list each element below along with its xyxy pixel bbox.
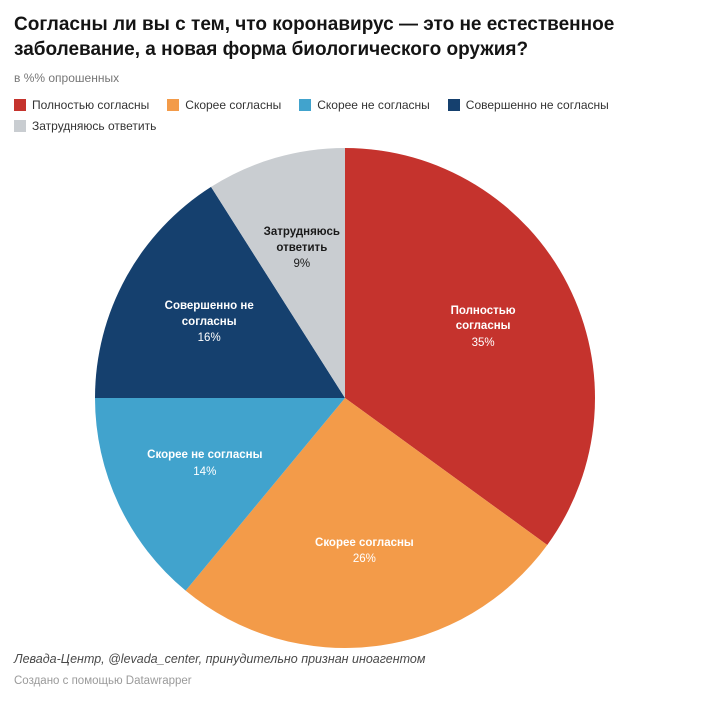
legend-label: Скорее согласны: [185, 98, 282, 113]
pie-slice-3[interactable]: [95, 398, 345, 591]
chart-legend: Полностью согласны Скорее согласны Скорее …: [14, 98, 704, 133]
legend-label: Скорее не согласны: [317, 98, 430, 113]
legend-swatch: [14, 120, 26, 133]
pie-slice-1[interactable]: [345, 148, 595, 545]
chart-header: Согласны ли вы с тем, что коронавирус — …: [0, 0, 720, 133]
chart-subtitle: в %% опрошенных: [14, 71, 120, 86]
legend-label: Совершенно не согласны: [465, 98, 609, 113]
legend-swatch: [447, 99, 460, 112]
datawrapper-attribution-link[interactable]: Создано с помощью Datawrapper: [14, 675, 192, 687]
chart-footer: Левада-Центр, @levada_center, принудител…: [14, 652, 425, 687]
legend-item-1: Полностью согласны: [14, 98, 149, 112]
legend-item-4: Совершенно не согласны: [447, 98, 609, 113]
pie-slice-5[interactable]: [211, 148, 345, 398]
legend-label: Затрудняюсь ответить: [32, 119, 157, 134]
legend-label: Полностью согласны: [32, 98, 150, 113]
legend-item-2: Скорее согласны: [167, 98, 281, 112]
legend-swatch: [14, 99, 26, 112]
legend-item-3: Скорее не согласны: [299, 98, 430, 112]
legend-swatch: [167, 99, 180, 112]
pie-slice-2[interactable]: [185, 398, 548, 649]
source-note: Левада-Центр, @levada_center, принудител…: [14, 652, 426, 666]
chart-title: Согласны ли вы с тем, что коронавирус — …: [14, 14, 615, 61]
pie-chart: Полностью согласны 35% Скорее согласны 26% Ск…: [0, 138, 720, 658]
pie-slice-4[interactable]: [95, 186, 345, 398]
legend-swatch: [299, 99, 312, 112]
pie-svg: [95, 148, 595, 649]
legend-item-5: Затрудняюсь ответить: [14, 119, 156, 133]
